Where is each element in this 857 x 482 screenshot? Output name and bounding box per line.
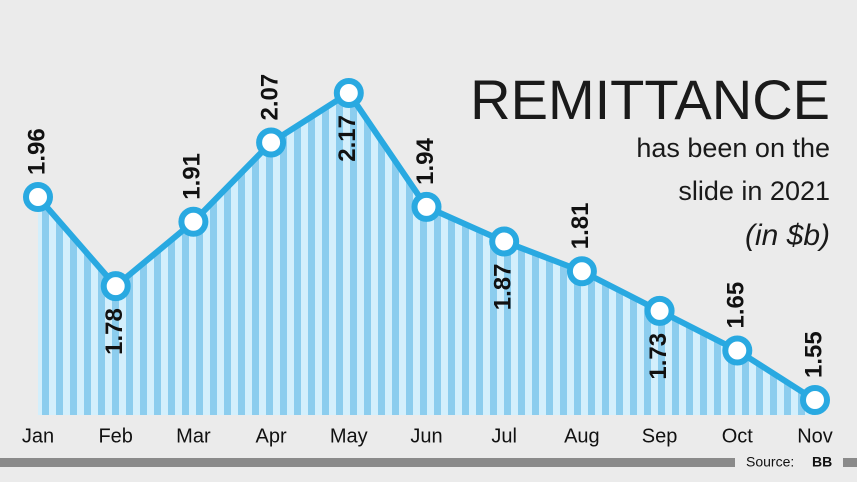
data-label: 1.65: [723, 282, 750, 329]
data-label: 1.55: [800, 331, 827, 378]
x-tick-label: Feb: [98, 425, 132, 447]
point: [722, 335, 753, 366]
point: [800, 385, 830, 415]
area: [38, 93, 815, 415]
point: [23, 181, 53, 212]
data-label: 1.87: [490, 264, 517, 311]
x-tick-label: May: [330, 425, 368, 447]
data-label: 1.96: [23, 128, 50, 175]
point: [100, 271, 131, 302]
x-tick-label: Oct: [722, 425, 754, 447]
data-label: 1.78: [101, 308, 128, 355]
subtitle: has been on the: [636, 133, 830, 163]
x-tick-label: Apr: [256, 425, 287, 447]
data-label: 1.91: [179, 153, 206, 200]
x-tick-label: Jul: [491, 425, 517, 447]
x-tick-label: Mar: [176, 425, 211, 447]
source-label: Source:: [746, 454, 794, 470]
plot: 1.96 Jan 1.78 Feb 1.91 Mar 2.07 Apr 2.17 May 1.94 J…: [22, 74, 833, 447]
x-tick-label: Jan: [22, 425, 54, 447]
x-tick-label: Aug: [564, 425, 600, 447]
x-tick-label: Sep: [642, 425, 678, 447]
data-label: 1.94: [412, 138, 439, 185]
x-tick-label: Jun: [410, 425, 442, 447]
point: [411, 191, 442, 222]
unit-note: (in $b): [745, 219, 830, 252]
point: [333, 78, 364, 108]
point: [178, 206, 209, 237]
source: BB: [812, 454, 832, 470]
x-tick-label: Nov: [797, 425, 833, 447]
data-label: 1.73: [645, 333, 672, 380]
chart-title: REMITTANCE: [470, 68, 830, 131]
subtitle: slide in 2021: [678, 176, 830, 206]
data-label: 2.07: [256, 74, 283, 121]
footer-bar: [0, 458, 735, 467]
data-label: 2.17: [334, 115, 361, 162]
point: [489, 226, 520, 257]
point: [566, 256, 597, 287]
footer-bar: [843, 458, 857, 467]
point: [644, 295, 675, 326]
data-label: 1.81: [567, 203, 594, 250]
point: [256, 127, 287, 158]
